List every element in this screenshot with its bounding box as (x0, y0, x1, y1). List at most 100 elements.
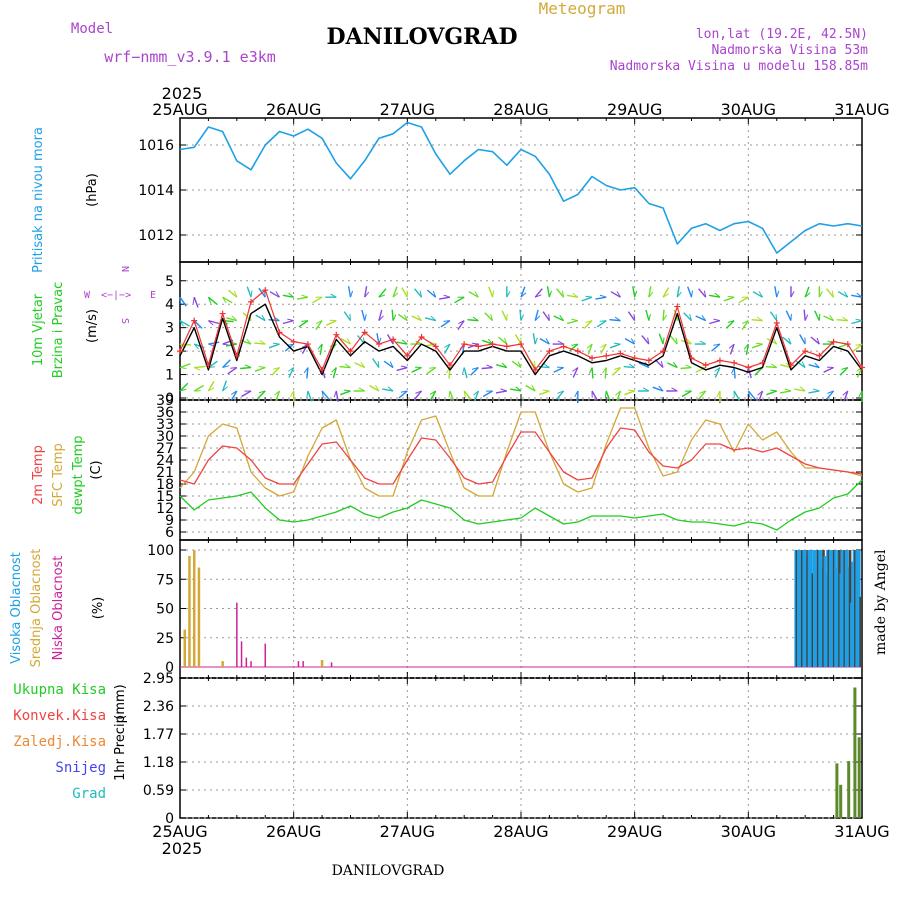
wind-barb (208, 320, 214, 326)
wind-barb (699, 340, 706, 345)
wind-barb (804, 292, 811, 298)
wind-barb (604, 367, 607, 379)
wind-barb (301, 294, 309, 298)
high-cloud-bar (816, 550, 820, 667)
wind-barb (801, 361, 806, 368)
wind-gust-marker (674, 303, 681, 310)
wind-gust-marker (361, 329, 368, 336)
y-tick-label-precip: 1.77 (143, 727, 174, 743)
wind-barb (725, 320, 735, 329)
y-tick-label-precip: 0.59 (143, 783, 174, 799)
wind-gust-marker (859, 364, 865, 371)
wind-gust-marker (560, 343, 567, 350)
x-day-label-bottom: 27AUG (380, 822, 435, 841)
wind-barb (391, 309, 394, 321)
high-cloud-bar (859, 596, 862, 667)
wind-barb (306, 367, 309, 379)
wind-barb (230, 367, 237, 369)
wind-barb (534, 360, 536, 368)
wind-barb (179, 363, 191, 369)
wind-gust-marker (262, 287, 269, 294)
y-tick-label-temperature: 12 (156, 501, 174, 517)
panels-layer: 1012101410160123456912151821242730333639… (138, 100, 889, 841)
wind-barb (723, 296, 735, 302)
x-day-label-top: 27AUG (380, 100, 435, 119)
wind-barb (586, 343, 593, 349)
wind-barb (733, 367, 736, 379)
wind-gust-marker (816, 352, 823, 359)
wind-barb (741, 320, 749, 331)
wind-barb (377, 360, 380, 368)
y-tick-label-temperature: 24 (156, 453, 174, 469)
elevation-label: Nadmorska Visina 53m (711, 43, 868, 58)
wind-barb (361, 309, 366, 321)
wind-gust-marker (617, 350, 624, 357)
wind-barb (268, 319, 280, 322)
wind-barb (855, 343, 863, 346)
precip-bar (847, 761, 851, 818)
wind-barb (392, 286, 398, 298)
wind-barb (571, 318, 578, 322)
wind-barb (642, 387, 650, 392)
wind-barb (244, 364, 252, 368)
y-tick-label-temperature: 6 (165, 525, 174, 541)
high-cloud-bar (846, 550, 849, 667)
pressure-line (179, 121, 863, 254)
wind-gust-marker (745, 364, 752, 371)
wind-barb (344, 363, 351, 368)
wind-barb (520, 314, 525, 321)
wind-barb (306, 390, 309, 398)
wind-barb (628, 389, 635, 392)
wind-barb (443, 320, 451, 322)
wind-barb (713, 343, 721, 346)
wind-barb (222, 386, 228, 392)
wind-barb (331, 367, 337, 373)
wind-barb (398, 390, 408, 399)
precip-bar (835, 763, 839, 818)
wind-barb (396, 341, 408, 345)
wind-barb (290, 390, 295, 398)
wind-barb (703, 290, 707, 298)
x-day-label-top: 28AUG (493, 100, 548, 119)
wind-barb (566, 294, 578, 298)
wind-barb (662, 314, 668, 321)
wind-gust-marker (716, 357, 723, 364)
wind-barb (449, 390, 455, 402)
wind-unit: (m/s) (85, 309, 100, 343)
y-tick-label-clouds: 100 (147, 543, 174, 559)
y-tick-label-precip: 2.36 (143, 699, 174, 715)
wind-barb (230, 390, 238, 401)
wind-barb (387, 386, 394, 392)
panel-frame-temperature (179, 399, 863, 541)
wind-barb (207, 296, 218, 305)
wind-barb (572, 292, 579, 298)
wind-barb (315, 320, 323, 331)
wind-barb (543, 363, 550, 368)
wind-barb (825, 390, 835, 400)
wind-barb (609, 343, 621, 349)
wind-barb (194, 365, 206, 369)
wind-barb (231, 315, 238, 321)
wind-barb (714, 367, 721, 378)
wind-gust-marker (503, 343, 510, 350)
y-tick-label-clouds: 50 (156, 602, 174, 618)
wind-barb (837, 343, 849, 349)
wind-barb (672, 361, 678, 368)
wind-barb (709, 319, 721, 325)
x-day-label-top: 26AUG (266, 100, 321, 119)
wind-barb (614, 316, 621, 322)
wind-barb (855, 318, 863, 322)
y-tick-label-temperature: 27 (156, 441, 174, 457)
wind-barb (497, 336, 508, 345)
wind-barb (275, 291, 280, 298)
wind-barb (534, 337, 538, 345)
precip-bar (857, 737, 861, 818)
high-cloud-bar (836, 550, 840, 667)
wind-barb (673, 309, 678, 321)
high-cloud-bar (854, 550, 857, 667)
wind-barb (360, 361, 366, 368)
wind-barb (339, 390, 351, 396)
wind-barb (591, 367, 594, 379)
wind-barb (343, 311, 352, 322)
temp-ylabel-2: SFC Temp (51, 443, 66, 507)
